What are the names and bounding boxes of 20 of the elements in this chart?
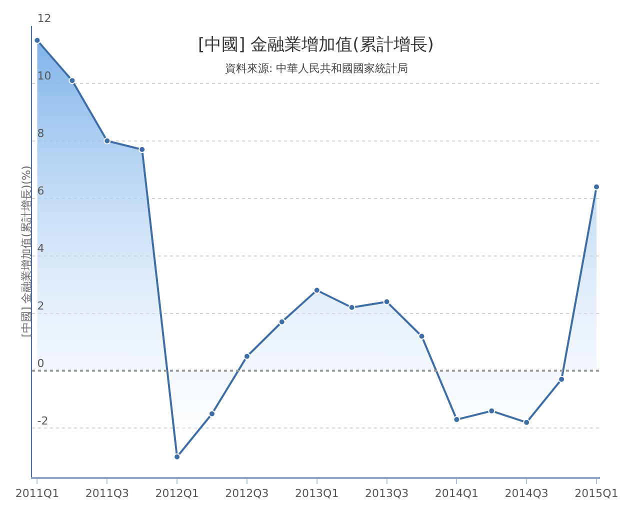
x-tick-label: 2013Q3	[364, 487, 409, 500]
text: [中國] 金融業增加值(累計增長)	[198, 35, 434, 55]
text: 資料來源: 中華人民共和國國家統計局	[225, 62, 408, 75]
y-tick-label: 12	[37, 12, 52, 26]
x-tick-label: 2014Q3	[504, 487, 548, 500]
x-tick-label: 2012Q3	[225, 487, 269, 500]
y-tick-label: 0	[37, 356, 44, 370]
x-tick-label: 2015Q1	[574, 487, 618, 500]
x-tick-label: 2014Q1	[434, 487, 479, 500]
x-tick-label: 2013Q1	[295, 487, 339, 500]
x-tick-label: 2011Q1	[15, 487, 60, 500]
y-tick-label: 8	[37, 127, 44, 140]
y-tick-label: -2	[37, 414, 48, 428]
y-tick-label: 6	[37, 184, 44, 198]
x-tick-label: 2011Q3	[85, 487, 129, 500]
y-tick-label: 10	[37, 70, 52, 83]
y-tick-label: 2	[37, 299, 44, 312]
x-tick-label: 2012Q1	[155, 487, 199, 500]
y-axis-title: [中國] 金融業增加值(累計增長)(%)	[20, 166, 33, 338]
y-tick-label: 4	[37, 242, 44, 255]
